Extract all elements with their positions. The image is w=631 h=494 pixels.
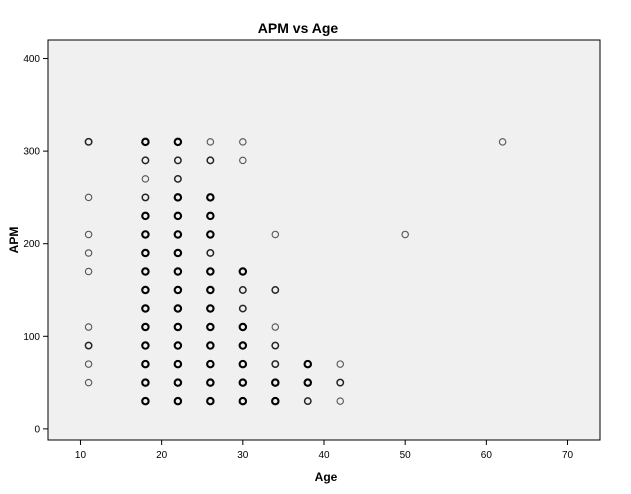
data-point (84, 137, 93, 146)
data-point (238, 267, 248, 276)
data-point (141, 359, 150, 369)
data-point (141, 285, 150, 295)
data-point (141, 304, 150, 313)
y-axis: 0 100 200 300 400 (23, 54, 48, 435)
data-point (141, 211, 150, 221)
y-tick-label: 400 (23, 54, 40, 65)
data-point (173, 285, 183, 295)
data-point (173, 304, 183, 313)
data-point (238, 396, 248, 406)
data-point (84, 193, 93, 202)
data-point (173, 378, 183, 387)
data-point (84, 378, 93, 387)
plot-area (47, 39, 601, 441)
data-point (141, 230, 150, 239)
data-point (238, 359, 248, 369)
data-point (141, 175, 150, 183)
x-tick-label: 40 (318, 450, 330, 461)
data-point (271, 341, 280, 350)
y-tick-label: 100 (23, 332, 40, 343)
data-point (84, 341, 93, 350)
data-point (336, 378, 345, 387)
data-point (238, 322, 248, 332)
data-point (206, 156, 215, 165)
data-point (173, 267, 183, 276)
data-point (173, 174, 182, 183)
data-point (271, 378, 280, 387)
data-point (401, 230, 409, 239)
data-point (206, 341, 215, 350)
data-point (173, 322, 183, 332)
data-point (206, 322, 215, 332)
x-tick-label: 70 (562, 450, 574, 461)
data-point (206, 230, 215, 239)
chart-title: APM vs Age (258, 20, 339, 36)
y-tick-label: 300 (23, 147, 40, 158)
y-tick-label: 200 (23, 239, 40, 250)
data-point (206, 211, 215, 221)
data-points (84, 137, 507, 406)
data-point (84, 267, 93, 276)
data-point (173, 341, 183, 350)
data-point (173, 248, 183, 258)
data-point (271, 360, 280, 369)
data-point (239, 138, 247, 146)
data-point (206, 138, 215, 146)
data-point (206, 359, 215, 369)
x-tick-label: 60 (481, 450, 493, 461)
data-point (206, 378, 215, 387)
data-point (206, 396, 215, 406)
data-point (206, 249, 215, 257)
data-point (271, 323, 280, 331)
data-point (84, 323, 93, 331)
data-point (336, 360, 344, 368)
data-point (206, 285, 215, 295)
data-point (206, 267, 215, 276)
data-point (141, 378, 150, 387)
data-point (238, 341, 248, 350)
data-point (206, 304, 215, 313)
data-point (173, 359, 183, 369)
data-point (173, 396, 183, 406)
data-point (271, 230, 280, 239)
data-point (141, 322, 150, 332)
data-point (303, 397, 312, 406)
data-point (141, 267, 150, 276)
data-point (141, 156, 150, 165)
data-point (336, 397, 344, 405)
data-point (141, 193, 150, 202)
data-point (141, 248, 150, 258)
data-point (173, 211, 183, 221)
data-point (498, 138, 507, 146)
data-point (303, 359, 313, 369)
data-point (238, 378, 248, 387)
data-point (271, 396, 280, 406)
data-point (238, 286, 247, 294)
data-point (173, 193, 183, 202)
data-point (84, 249, 93, 257)
data-point (141, 396, 150, 406)
data-point (141, 137, 150, 147)
data-point (173, 230, 183, 239)
x-tick-label: 10 (75, 450, 87, 461)
data-point (239, 156, 247, 165)
data-point (173, 137, 183, 147)
x-axis: 10 20 30 40 50 60 70 (75, 440, 574, 461)
y-axis-label: APM (7, 227, 21, 254)
data-point (238, 304, 247, 313)
data-point (141, 341, 150, 350)
x-tick-label: 50 (400, 450, 412, 461)
y-tick-label: 0 (34, 424, 40, 435)
data-point (206, 193, 215, 202)
data-point (84, 230, 93, 239)
data-point (173, 156, 182, 165)
x-axis-label: Age (315, 470, 338, 484)
data-point (303, 378, 313, 387)
data-point (271, 286, 280, 294)
x-tick-label: 20 (156, 450, 168, 461)
x-tick-label: 30 (237, 450, 249, 461)
data-point (84, 360, 93, 368)
